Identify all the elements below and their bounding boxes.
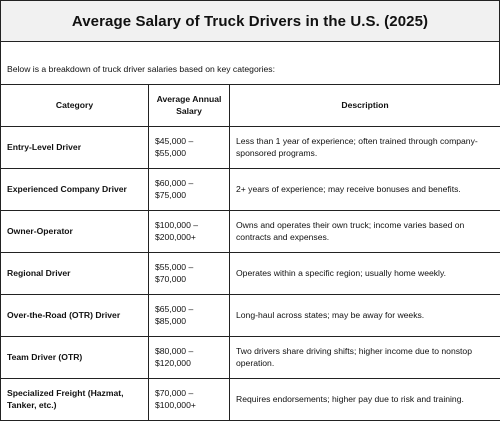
row-category: Owner-Operator — [1, 211, 149, 253]
salary-min: $100,000 – — [155, 220, 198, 230]
salary-table: Category Average Annual Salary Descripti… — [0, 84, 500, 421]
table-row: Specialized Freight (Hazmat, Tanker, etc… — [1, 379, 500, 421]
row-salary: $45,000 – $55,000 — [149, 127, 230, 169]
row-description: Requires endorsements; higher pay due to… — [230, 379, 500, 421]
row-salary: $100,000 – $200,000+ — [149, 211, 230, 253]
row-description: Less than 1 year of experience; often tr… — [230, 127, 500, 169]
salary-min: $60,000 – — [155, 178, 193, 188]
row-description: Owns and operates their own truck; incom… — [230, 211, 500, 253]
table-row: Entry-Level Driver $45,000 – $55,000 Less… — [1, 127, 500, 169]
row-category: Team Driver (OTR) — [1, 337, 149, 379]
row-salary: $60,000 – $75,000 — [149, 169, 230, 211]
salary-max: $75,000 — [155, 190, 186, 200]
salary-min: $80,000 – — [155, 346, 193, 356]
row-salary: $80,000 – $120,000 — [149, 337, 230, 379]
salary-min: $45,000 – — [155, 136, 193, 146]
header-description: Description — [230, 85, 500, 127]
row-category: Entry-Level Driver — [1, 127, 149, 169]
title-bar: Average Salary of Truck Drivers in the U… — [0, 0, 500, 42]
row-description: 2+ years of experience; may receive bonu… — [230, 169, 500, 211]
row-description: Operates within a specific region; usual… — [230, 253, 500, 295]
table-row: Team Driver (OTR) $80,000 – $120,000 Two … — [1, 337, 500, 379]
salary-max: $55,000 — [155, 148, 186, 158]
salary-min: $55,000 – — [155, 262, 193, 272]
row-salary: $55,000 – $70,000 — [149, 253, 230, 295]
row-salary: $65,000 – $85,000 — [149, 295, 230, 337]
salary-max: $200,000+ — [155, 232, 196, 242]
table-row: Owner-Operator $100,000 – $200,000+ Owns … — [1, 211, 500, 253]
row-category: Specialized Freight (Hazmat, Tanker, etc… — [1, 379, 149, 421]
header-salary: Average Annual Salary — [149, 85, 230, 127]
salary-min: $65,000 – — [155, 304, 193, 314]
table-row: Regional Driver $55,000 – $70,000 Operate… — [1, 253, 500, 295]
header-category: Category — [1, 85, 149, 127]
salary-max: $120,000 — [155, 358, 191, 368]
table-header-row: Category Average Annual Salary Descripti… — [1, 85, 500, 127]
row-description: Long-haul across states; may be away for… — [230, 295, 500, 337]
row-category: Over-the-Road (OTR) Driver — [1, 295, 149, 337]
salary-max: $70,000 — [155, 274, 186, 284]
page-title: Average Salary of Truck Drivers in the U… — [72, 13, 428, 30]
row-salary: $70,000 – $100,000+ — [149, 379, 230, 421]
salary-min: $70,000 – — [155, 388, 193, 398]
table-row: Over-the-Road (OTR) Driver $65,000 – $85,… — [1, 295, 500, 337]
table-row: Experienced Company Driver $60,000 – $75,… — [1, 169, 500, 211]
row-category: Regional Driver — [1, 253, 149, 295]
salary-max: $85,000 — [155, 316, 186, 326]
intro-text: Below is a breakdown of truck driver sal… — [0, 42, 500, 84]
row-category: Experienced Company Driver — [1, 169, 149, 211]
row-description: Two drivers share driving shifts; higher… — [230, 337, 500, 379]
salary-max: $100,000+ — [155, 400, 196, 410]
